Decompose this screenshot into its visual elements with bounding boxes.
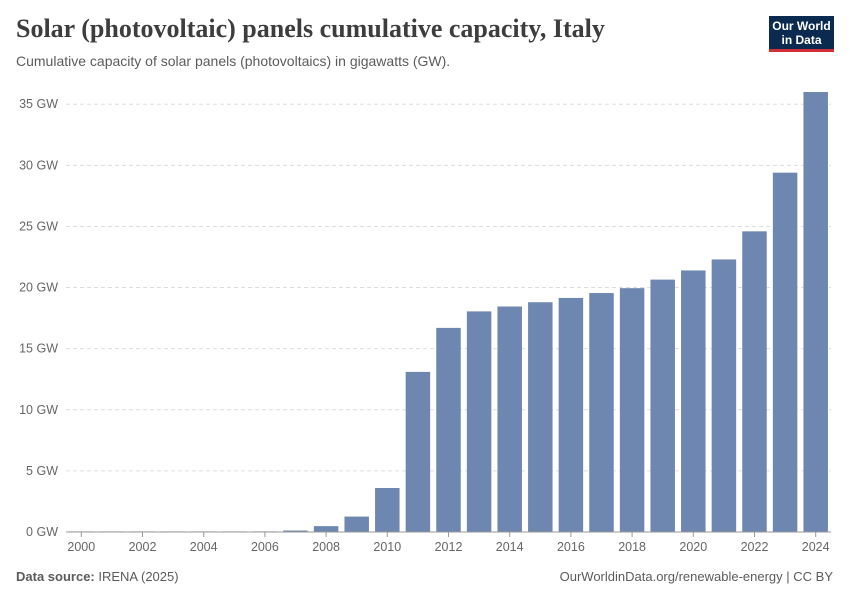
x-tick-label: 2010 xyxy=(373,540,401,554)
bar-2015 xyxy=(528,302,553,532)
x-tick-label: 2018 xyxy=(618,540,646,554)
bar-2022 xyxy=(742,231,767,533)
data-source-label: Data source: xyxy=(16,569,95,584)
y-tick-label: 35 GW xyxy=(19,97,58,111)
data-source: Data source: IRENA (2025) xyxy=(16,569,179,584)
x-tick-label: 2008 xyxy=(312,540,340,554)
x-tick-label: 2012 xyxy=(435,540,463,554)
bar-2023 xyxy=(772,172,798,532)
x-tick-label: 2020 xyxy=(679,540,707,554)
x-tick-label: 2002 xyxy=(129,540,157,554)
bar-2017 xyxy=(589,293,614,532)
bar-2014 xyxy=(497,306,522,532)
y-tick-label: 0 GW xyxy=(26,525,58,539)
x-tick-label: 2000 xyxy=(67,540,95,554)
y-tick-label: 10 GW xyxy=(19,403,58,417)
logo-line-1: Our World xyxy=(772,18,831,33)
bar-2012 xyxy=(436,327,461,532)
x-tick-label: 2016 xyxy=(557,540,585,554)
bar-2009 xyxy=(344,516,369,532)
y-tick-label: 20 GW xyxy=(19,281,58,295)
x-tick-label: 2014 xyxy=(496,540,524,554)
x-tick-label: 2024 xyxy=(802,540,830,554)
bar-2019 xyxy=(650,279,675,532)
x-tick-label: 2006 xyxy=(251,540,279,554)
y-tick-label: 15 GW xyxy=(19,342,58,356)
bar-2011 xyxy=(405,371,431,532)
bar-2010 xyxy=(375,488,400,532)
y-tick-label: 5 GW xyxy=(26,464,58,478)
y-tick-label: 25 GW xyxy=(19,219,58,233)
bar-2007 xyxy=(283,530,308,532)
bar-2021 xyxy=(711,259,737,532)
bar-2024 xyxy=(803,92,828,532)
bar-2008 xyxy=(313,526,339,532)
source-link[interactable]: OurWorldinData.org/renewable-energy | CC… xyxy=(559,569,833,584)
bar-2013 xyxy=(466,311,492,532)
chart-title: Solar (photovoltaic) panels cumulative c… xyxy=(16,14,605,43)
data-source-value: IRENA (2025) xyxy=(98,569,179,584)
bar-2018 xyxy=(619,288,645,532)
bar-2020 xyxy=(681,270,706,532)
logo-line-2: in Data xyxy=(781,32,822,47)
x-tick-label: 2004 xyxy=(190,540,218,554)
bar-2016 xyxy=(558,297,584,532)
x-tick-label: 2022 xyxy=(741,540,769,554)
y-tick-label: 30 GW xyxy=(19,158,58,172)
owid-logo[interactable]: Our World in Data xyxy=(769,16,834,52)
chart-subtitle: Cumulative capacity of solar panels (pho… xyxy=(16,53,451,69)
